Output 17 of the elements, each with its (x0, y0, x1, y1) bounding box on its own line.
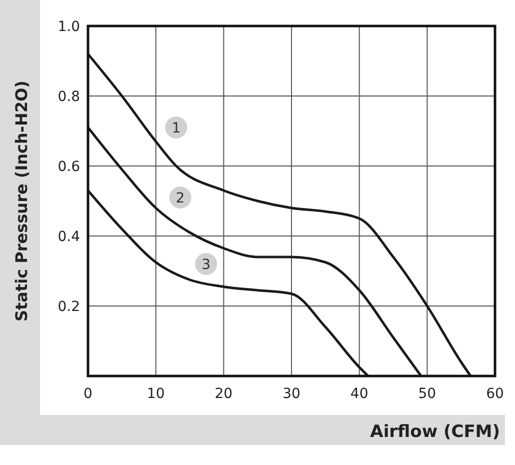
y-tick-label: 1.0 (58, 19, 80, 35)
x-tick-label: 30 (282, 386, 300, 402)
x-axis-title: Airflow (CFM) (370, 422, 500, 442)
annotation: 3 (202, 257, 210, 273)
annotation: 1 (172, 120, 181, 136)
x-tick-label: 0 (84, 386, 92, 402)
x-tick-label: 50 (418, 386, 436, 402)
y-tick-label: 0.6 (58, 159, 80, 175)
y-tick-label: 0.4 (58, 229, 80, 245)
x-tick-label: 10 (146, 386, 165, 402)
x-tick-label: 20 (214, 386, 233, 402)
x-tick-label: 60 (486, 386, 504, 402)
y-tick-label: 0.2 (58, 299, 80, 315)
annotation: 2 (176, 190, 185, 206)
y-axis-title: Static Pressure (Inch-H2O) (12, 80, 31, 322)
y-tick-label: 0.8 (58, 89, 80, 105)
x-tick-label: 40 (350, 386, 368, 402)
